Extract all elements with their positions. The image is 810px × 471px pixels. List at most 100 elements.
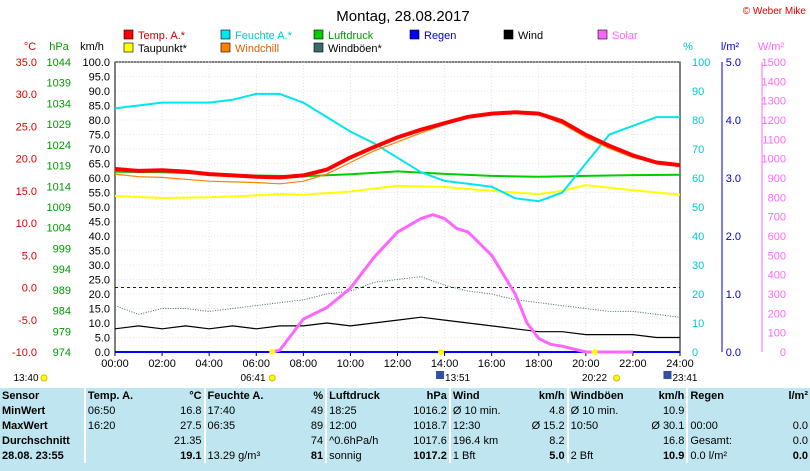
wind-tick-label: 0.0 bbox=[95, 347, 110, 359]
wind-tick-label: 55.0 bbox=[89, 188, 110, 200]
stats-cell: ^0.6hPa/h bbox=[325, 433, 397, 448]
stats-header-temp: Temp. A. bbox=[83, 388, 156, 403]
series-line-5 bbox=[114, 316, 680, 339]
solar-tick-label: 1400 bbox=[762, 76, 786, 88]
pressure-tick-label: 1019 bbox=[47, 161, 71, 173]
moon-label: 23:41 bbox=[672, 373, 697, 384]
pressure-tick-label: 974 bbox=[53, 347, 71, 359]
stats-cell bbox=[762, 403, 810, 418]
stats-cell bbox=[686, 403, 763, 418]
solar-tick-label: 400 bbox=[768, 270, 786, 282]
pressure-unit-label: hPa bbox=[49, 41, 69, 53]
legend-swatch bbox=[503, 29, 514, 40]
temp-tick-label: 10.0 bbox=[16, 218, 37, 230]
x-tick-label: 22:00 bbox=[619, 358, 647, 370]
stats-cell: 89 bbox=[310, 419, 324, 432]
series-line-7 bbox=[272, 213, 633, 354]
rain-tick-label: 1.0 bbox=[726, 289, 741, 301]
pressure-tick-label: 1004 bbox=[47, 223, 71, 235]
wind-unit-label: km/h bbox=[80, 41, 104, 53]
pressure-tick-label: 1029 bbox=[47, 119, 71, 131]
pressure-tick-label: 1024 bbox=[47, 140, 71, 152]
humidity-tick-label: 0 bbox=[692, 347, 698, 359]
credit-label: © Weber Mike bbox=[743, 6, 807, 17]
pressure-tick-label: 1014 bbox=[47, 181, 71, 193]
stats-header-rain: Regen bbox=[686, 388, 763, 403]
stats-header-row: Sensor Temp. A. °C Feuchte A. % Luftdruc… bbox=[0, 388, 810, 403]
stats-cell: 0.0 bbox=[792, 449, 808, 462]
humidity-tick-label: 10 bbox=[692, 318, 704, 330]
stats-cell: Ø 15.2 bbox=[531, 419, 565, 432]
legend-label: Solar bbox=[612, 30, 638, 42]
noon-marker bbox=[438, 349, 445, 355]
stats-header-rain-unit: l/m² bbox=[788, 389, 808, 402]
sunset-icon bbox=[613, 374, 621, 382]
wind-tick-label: 15.0 bbox=[89, 304, 110, 316]
stats-cell: MaxWert bbox=[2, 419, 48, 432]
wind-tick-label: 5.0 bbox=[95, 333, 110, 345]
stats-cell: 5.0 bbox=[549, 449, 565, 462]
pressure-tick-label: 989 bbox=[53, 285, 71, 297]
wind-tick-label: 30.0 bbox=[89, 260, 110, 272]
stats-cell: 16:20 bbox=[83, 418, 156, 433]
rain-tick-label: 0.0 bbox=[726, 347, 741, 359]
solar-tick-label: 100 bbox=[768, 328, 786, 340]
stats-header-wind-unit: km/h bbox=[538, 389, 565, 402]
stats-cell: MinWert bbox=[2, 404, 46, 417]
x-tick-label: 02:00 bbox=[148, 358, 176, 370]
stats-cell: 81 bbox=[310, 449, 324, 462]
rain-tick-label: 4.0 bbox=[726, 115, 741, 127]
sunrise-icon bbox=[268, 374, 276, 382]
stats-cell: 10.9 bbox=[662, 404, 685, 417]
legend-label: Feuchte A.* bbox=[235, 30, 293, 42]
pressure-tick-label: 999 bbox=[53, 243, 71, 255]
temp-tick-label: -5.0 bbox=[18, 315, 37, 327]
stats-cell bbox=[566, 433, 639, 448]
series-line-4 bbox=[114, 184, 681, 199]
solar-tick-label: 1200 bbox=[762, 115, 786, 127]
stats-cell bbox=[83, 433, 156, 448]
stats-cell: 10.9 bbox=[662, 449, 685, 462]
stats-cell: sonnig bbox=[325, 448, 397, 463]
legend: Temp. A.* Feuchte A.* Luftdruck Regen Wind So… bbox=[123, 29, 638, 55]
x-tick-label: 08:00 bbox=[290, 358, 318, 370]
chart-axes: °C hPa km/h% l/m² W/m² 35.0 30.0 25.0 20.0 15.0 10… bbox=[12, 41, 786, 370]
legend-swatch bbox=[220, 29, 231, 40]
x-tick-label: 06:00 bbox=[242, 358, 270, 370]
legend-swatch bbox=[313, 29, 324, 40]
stats-cell: 27.5 bbox=[180, 419, 202, 432]
humidity-tick-label: 30 bbox=[692, 260, 704, 272]
pressure-tick-label: 1039 bbox=[47, 78, 71, 90]
solar-tick-label: 300 bbox=[768, 289, 786, 301]
rain-unit-label: l/m² bbox=[721, 41, 740, 53]
stats-cell: 8.2 bbox=[549, 434, 565, 447]
stats-header-wind: Wind bbox=[448, 388, 519, 403]
stats-header-humidity: Feuchte A. bbox=[203, 388, 284, 403]
stats-row-average: Durchschnitt 21.35 74 ^0.6hPa/h 1017.6 1… bbox=[0, 433, 810, 448]
rain-tick-label: 2.0 bbox=[726, 231, 741, 243]
wind-tick-label: 40.0 bbox=[89, 231, 110, 243]
rain-tick-label: 5.0 bbox=[726, 57, 741, 69]
stats-cell: 0.0 l/m² bbox=[686, 448, 763, 463]
solar-tick-label: 900 bbox=[768, 173, 786, 185]
solar-tick-label: 1300 bbox=[762, 96, 786, 108]
x-tick-label: 20:00 bbox=[572, 358, 600, 370]
stats-cell: 13.29 g/m³ bbox=[203, 448, 284, 463]
legend-label: Regen bbox=[424, 30, 456, 42]
series-line-1 bbox=[114, 111, 681, 185]
solar-unit-label: W/m² bbox=[758, 41, 785, 53]
series-line-6 bbox=[114, 276, 681, 318]
rain-tick-label: 3.0 bbox=[726, 173, 741, 185]
stats-cell: 17:40 bbox=[203, 403, 284, 418]
stats-cell: 2 Bft bbox=[566, 448, 639, 463]
temp-tick-label: 20.0 bbox=[16, 154, 37, 166]
series-line-0 bbox=[114, 110, 681, 180]
moon-icon bbox=[663, 371, 672, 379]
humidity-unit-label: % bbox=[683, 41, 693, 53]
legend-swatch bbox=[409, 29, 420, 40]
sunrise-label: 06:41 bbox=[240, 373, 265, 384]
legend-swatch bbox=[123, 42, 134, 53]
weather-chart: Montag, 28.08.2017 © Weber Mike Temp. A.… bbox=[12, 6, 807, 384]
wind-tick-label: 85.0 bbox=[89, 101, 110, 113]
wind-tick-label: 50.0 bbox=[89, 202, 110, 214]
